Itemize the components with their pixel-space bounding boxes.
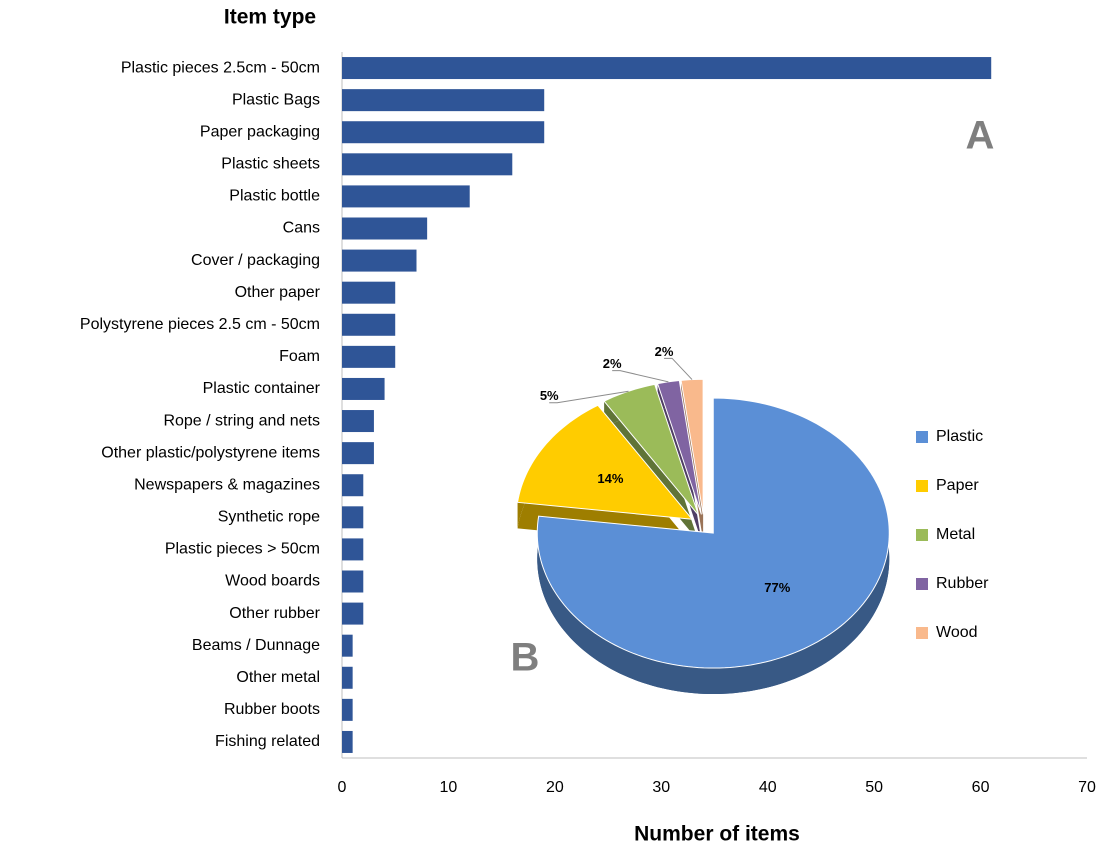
- bar: [342, 313, 396, 336]
- x-tick-label: 0: [338, 779, 347, 796]
- bar: [342, 89, 545, 112]
- bar: [342, 249, 417, 272]
- x-tick-label: 60: [972, 779, 990, 796]
- y-tick-label: Polystyrene pieces 2.5 cm - 50cm: [80, 316, 320, 333]
- bar: [342, 217, 428, 240]
- y-tick-label: Plastic sheets: [221, 156, 320, 173]
- y-tick-label: Plastic pieces > 50cm: [165, 541, 320, 558]
- y-tick-label: Rubber boots: [224, 701, 320, 718]
- y-tick-label: Paper packaging: [200, 123, 320, 140]
- y-tick-label: Plastic pieces 2.5cm - 50cm: [121, 59, 320, 76]
- leader-line: [612, 370, 669, 383]
- y-tick-label: Plastic bottle: [229, 188, 320, 205]
- data-label: 14%: [597, 471, 623, 486]
- legend-label: Wood: [936, 624, 978, 641]
- pie-slice: [536, 397, 890, 669]
- bar: [342, 538, 364, 561]
- y-tick-label: Fishing related: [215, 733, 320, 750]
- panel-label: B: [511, 636, 540, 680]
- bar: [342, 570, 364, 593]
- x-tick-label: 20: [546, 779, 564, 796]
- legend-swatch: [916, 627, 928, 639]
- x-tick-label: 50: [865, 779, 883, 796]
- bar: [342, 345, 396, 368]
- bar: [342, 730, 353, 753]
- bar: [342, 377, 385, 400]
- legend-swatch: [916, 431, 928, 443]
- y-tick-label: Wood boards: [225, 573, 320, 590]
- y-tick-label: Newspapers & magazines: [134, 476, 320, 493]
- legend-swatch: [916, 529, 928, 541]
- bar: [342, 57, 992, 80]
- y-tick-label: Rope / string and nets: [163, 412, 320, 429]
- legend-label: Plastic: [936, 428, 983, 445]
- legend-label: Paper: [936, 477, 979, 494]
- bar: [342, 634, 353, 657]
- bar: [342, 442, 374, 465]
- bar: [342, 506, 364, 529]
- pie-slice: [656, 379, 702, 515]
- y-tick-label: Cans: [283, 220, 320, 237]
- x-tick-label: 10: [440, 779, 458, 796]
- data-label: 5%: [540, 388, 559, 403]
- bar: [342, 602, 364, 625]
- x-tick-label: 70: [1078, 779, 1096, 796]
- y-axis-title: Item type: [224, 6, 316, 29]
- data-label: 77%: [764, 580, 790, 595]
- y-tick-label: Other paper: [235, 284, 321, 301]
- legend-swatch: [916, 480, 928, 492]
- data-label: 2%: [655, 344, 674, 359]
- x-tick-label: 40: [759, 779, 777, 796]
- leader-line: [664, 357, 693, 380]
- legend-swatch: [916, 578, 928, 590]
- bar: [342, 121, 545, 144]
- pie-slice: [603, 383, 699, 516]
- pie-slice: [516, 404, 694, 520]
- panel-label: A: [966, 114, 995, 158]
- legend-label: Metal: [936, 526, 975, 543]
- leader-line: [549, 390, 629, 404]
- y-tick-label: Beams / Dunnage: [192, 637, 320, 654]
- bar: [342, 666, 353, 689]
- bar: [342, 185, 470, 208]
- bar: [342, 281, 396, 304]
- x-tick-label: 30: [652, 779, 670, 796]
- legend-label: Rubber: [936, 575, 989, 592]
- y-tick-label: Other plastic/polystyrene items: [101, 444, 320, 461]
- y-tick-label: Cover / packaging: [191, 252, 320, 269]
- y-tick-label: Plastic Bags: [232, 91, 320, 108]
- data-label: 2%: [603, 356, 622, 371]
- y-tick-label: Other rubber: [229, 605, 320, 622]
- y-tick-label: Other metal: [236, 669, 320, 686]
- bar: [342, 698, 353, 721]
- bar: [342, 153, 513, 176]
- y-tick-label: Synthetic rope: [218, 509, 320, 526]
- bar: [342, 410, 374, 433]
- y-tick-label: Plastic container: [203, 380, 321, 397]
- bar: [342, 474, 364, 497]
- y-tick-label: Foam: [279, 348, 320, 365]
- x-axis-title: Number of items: [634, 823, 800, 846]
- pie-slice: [680, 378, 704, 515]
